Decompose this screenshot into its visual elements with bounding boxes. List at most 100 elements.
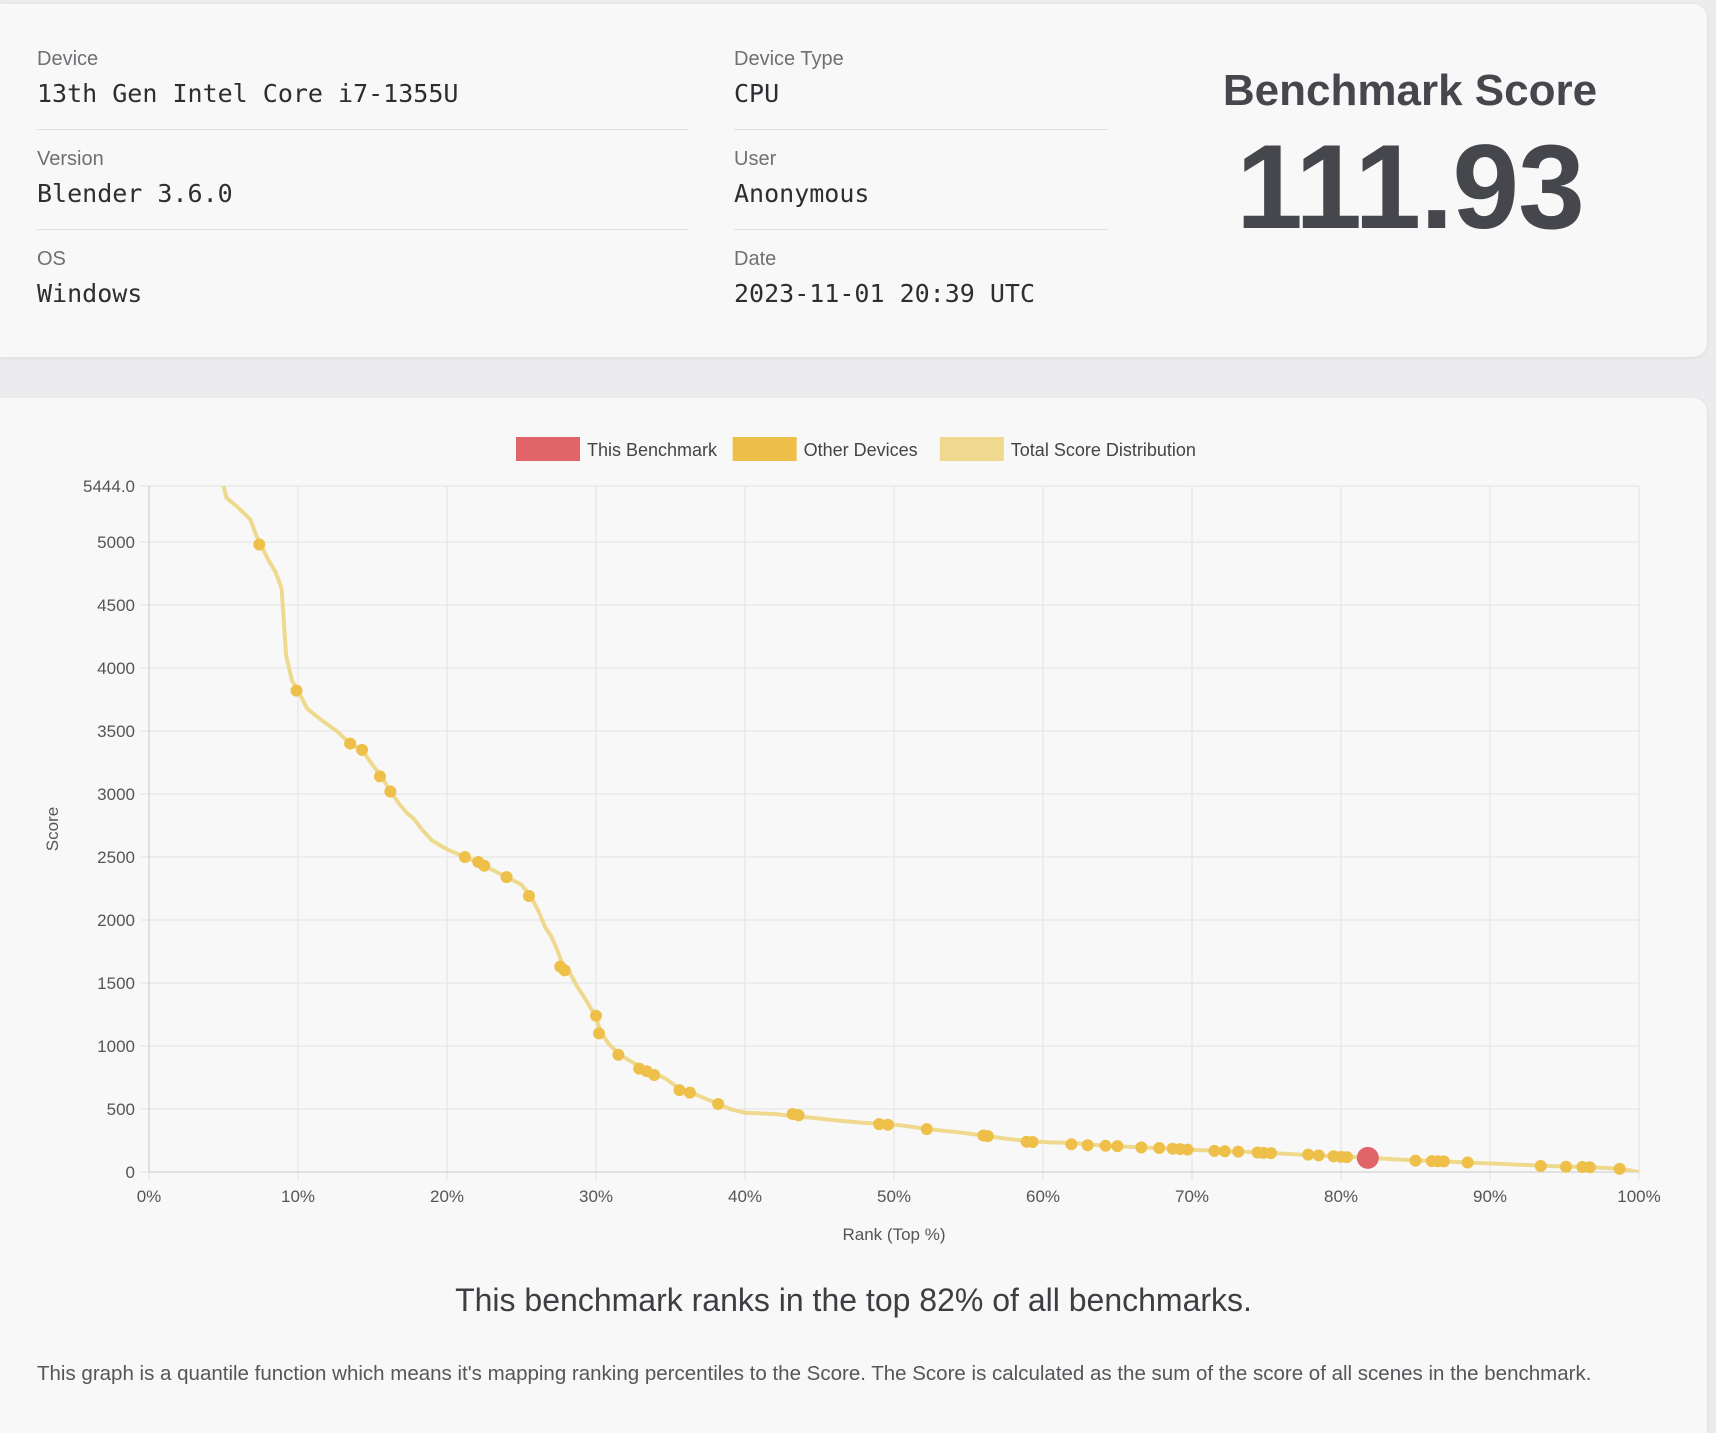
y-tick-label: 0 — [126, 1163, 135, 1182]
device-field: Device 13th Gen Intel Core i7-1355U — [37, 47, 458, 109]
legend-swatch — [732, 437, 797, 461]
x-tick-label: 40% — [728, 1187, 762, 1206]
other-device-point — [1181, 1143, 1194, 1156]
legend-label: Other Devices — [804, 440, 918, 460]
other-device-point — [344, 737, 357, 750]
other-device-point — [1111, 1140, 1124, 1153]
legend-label: This Benchmark — [587, 440, 718, 460]
other-device-point — [1208, 1144, 1221, 1157]
other-device-point — [1302, 1148, 1315, 1161]
benchmark-score-value: 111.93 — [1236, 120, 1585, 254]
other-device-point — [873, 1118, 886, 1131]
other-device-point — [1264, 1147, 1277, 1160]
other-device-point — [1135, 1141, 1148, 1154]
y-tick-label: 4500 — [97, 596, 135, 615]
rank-summary: This benchmark ranks in the top 82% of a… — [455, 1282, 1252, 1318]
legend-swatch — [516, 437, 580, 461]
distribution-line — [221, 486, 1639, 1172]
other-device-point — [1409, 1154, 1422, 1167]
other-device-point — [1312, 1149, 1325, 1162]
user-label: User — [734, 148, 777, 170]
divider — [37, 129, 689, 130]
other-device-point — [1232, 1145, 1245, 1158]
other-device-point — [1065, 1138, 1078, 1151]
other-device-point — [356, 743, 369, 756]
device-label: Device — [37, 48, 99, 70]
other-device-point — [1583, 1161, 1596, 1174]
other-device-point — [478, 859, 491, 872]
os-label: OS — [37, 248, 66, 270]
date-label: Date — [734, 248, 777, 270]
other-device-point — [920, 1123, 933, 1136]
other-device-point — [373, 770, 386, 783]
x-tick-label: 90% — [1473, 1187, 1507, 1206]
version-label: Version — [37, 148, 104, 170]
other-device-point — [1613, 1162, 1626, 1175]
other-device-point — [1534, 1159, 1547, 1172]
other-device-point — [1218, 1145, 1231, 1158]
y-tick-label: 5444.0 — [83, 477, 135, 496]
x-tick-label: 60% — [1026, 1187, 1060, 1206]
this-benchmark-point — [1356, 1146, 1379, 1169]
device-type-field: Device Type CPU — [734, 47, 844, 109]
other-device-point — [253, 538, 266, 551]
date-value: 2023-11-01 20:39 UTC — [734, 279, 1036, 308]
other-device-point — [1099, 1139, 1112, 1152]
other-device-point — [1081, 1139, 1094, 1152]
other-device-point — [522, 890, 535, 903]
quantile-chart: 0% 10% 20% 30% 40% 50% 60% 70% 80% 90% 100% 0 500 100… — [43, 437, 1661, 1244]
os-value: Windows — [37, 279, 143, 308]
other-device-point — [1437, 1155, 1450, 1168]
divider — [734, 129, 1108, 130]
other-device-point — [1153, 1142, 1166, 1155]
user-field: User Anonymous — [734, 147, 869, 209]
other-device-point — [590, 1009, 602, 1022]
x-tick-label: 50% — [877, 1187, 911, 1206]
other-device-point — [1026, 1136, 1039, 1149]
device-type-value: CPU — [734, 79, 780, 108]
other-device-point — [458, 850, 471, 863]
other-device-point — [792, 1109, 805, 1122]
other-device-point — [648, 1068, 661, 1081]
other-device-point — [612, 1048, 625, 1061]
device-value: 13th Gen Intel Core i7-1355U — [37, 79, 459, 108]
other-device-point — [290, 684, 303, 697]
other-device-point — [500, 871, 513, 884]
score-chart-card: 0% 10% 20% 30% 40% 50% 60% 70% 80% 90% 100% 0 500 100… — [0, 398, 1707, 1433]
y-tick-label: 4000 — [97, 659, 135, 678]
other-device-point — [1340, 1151, 1353, 1164]
version-field: Version Blender 3.6.0 — [37, 147, 233, 209]
chart-footnote: This graph is a quantile function which … — [37, 1362, 1592, 1385]
y-tick-label: 3000 — [97, 785, 135, 804]
version-value: Blender 3.6.0 — [37, 179, 233, 208]
other-device-point — [1559, 1160, 1572, 1173]
legend-swatch — [939, 437, 1004, 461]
other-device-point — [683, 1086, 696, 1099]
date-field: Date 2023-11-01 20:39 UTC — [734, 247, 1035, 309]
other-device-point — [592, 1027, 605, 1040]
y-tick-label: 1000 — [97, 1037, 135, 1056]
x-axis-title: Rank (Top %) — [843, 1225, 946, 1244]
divider — [37, 229, 689, 230]
other-device-point — [712, 1097, 725, 1110]
y-tick-label: 2000 — [97, 911, 135, 930]
other-device-point — [558, 964, 571, 977]
device-type-label: Device Type — [734, 48, 844, 70]
x-tick-label: 10% — [281, 1187, 315, 1206]
x-tick-label: 100% — [1617, 1187, 1660, 1206]
user-value: Anonymous — [734, 179, 870, 208]
legend-label: Total Score Distribution — [1011, 440, 1196, 460]
x-tick-label: 70% — [1175, 1187, 1209, 1206]
other-device-point — [981, 1130, 994, 1143]
y-tick-label: 5000 — [97, 533, 135, 552]
y-tick-label: 500 — [107, 1100, 135, 1119]
other-device-point — [384, 785, 397, 798]
y-axis-title: Score — [43, 807, 62, 851]
other-device-point — [1461, 1156, 1474, 1169]
x-tick-label: 0% — [137, 1187, 162, 1206]
os-field: OS Windows — [37, 247, 142, 309]
benchmark-score-title: Benchmark Score — [1222, 66, 1598, 115]
y-tick-label: 2500 — [97, 848, 135, 867]
x-tick-label: 30% — [579, 1187, 613, 1206]
y-tick-label: 3500 — [97, 722, 135, 741]
